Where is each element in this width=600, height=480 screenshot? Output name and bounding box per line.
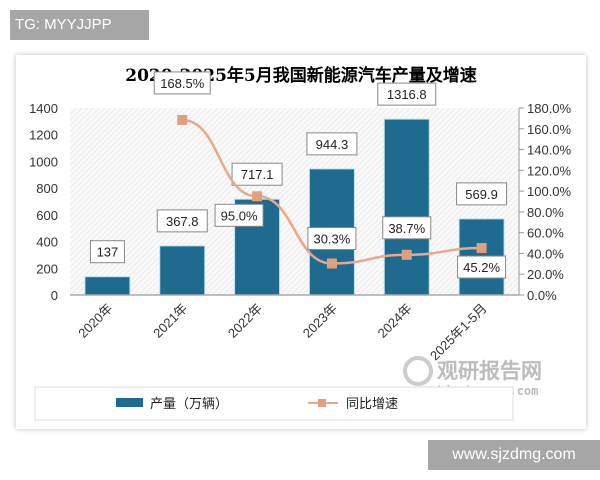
growth-value-label: 45.2% bbox=[463, 260, 500, 275]
bar-label-box bbox=[456, 182, 508, 206]
growth-value-label: 30.3% bbox=[313, 232, 350, 247]
chart-title: 2020-2025年5月我国新能源汽车产量及增速 bbox=[125, 65, 477, 86]
legend-line-label: 同比增速 bbox=[346, 397, 398, 412]
bar bbox=[159, 245, 206, 296]
bar-label-box bbox=[89, 240, 125, 264]
bar-value-label: 137 bbox=[97, 245, 119, 260]
watermark-top: TG: MYYJJPP bbox=[10, 10, 149, 40]
y-right-tick: 120.0% bbox=[527, 163, 572, 178]
y-right-tick: 160.0% bbox=[527, 122, 572, 137]
logo-cn: 观研报告网 bbox=[437, 359, 542, 383]
x-tick: 2023年 bbox=[300, 301, 340, 341]
y-left-tick: 200 bbox=[36, 261, 58, 276]
x-tick: 2021年 bbox=[150, 301, 190, 341]
line-marker bbox=[326, 258, 337, 269]
x-tick: 2025年1-5月 bbox=[427, 301, 490, 364]
growth-value-label: 38.7% bbox=[388, 221, 425, 236]
growth-label-box bbox=[382, 216, 432, 240]
bar-label-box bbox=[306, 132, 358, 156]
bar-label-box bbox=[156, 209, 208, 233]
y-right-tick: 180.0% bbox=[527, 101, 572, 116]
plot-area: 0 200 400 600 800 1000 1200 1400 0.0% 20.0% 40.0% 6… bbox=[29, 71, 572, 364]
y-left-tick: 1200 bbox=[29, 128, 58, 143]
y-right-tick: 40.0% bbox=[527, 246, 564, 261]
y-right-tick: 100.0% bbox=[527, 184, 572, 199]
y-left-tick: 1000 bbox=[29, 154, 58, 169]
growth-label-box bbox=[214, 203, 264, 227]
growth-value-label: 95.0% bbox=[221, 208, 258, 223]
y-right-tick: 140.0% bbox=[527, 143, 572, 158]
line-marker bbox=[252, 191, 263, 202]
y-left-tick: 0 bbox=[51, 288, 58, 303]
y-right-tick: 20.0% bbox=[527, 267, 564, 282]
bar bbox=[84, 276, 131, 296]
legend-bar-swatch bbox=[116, 398, 143, 407]
x-tick: 2024年 bbox=[375, 301, 415, 341]
x-tick: 2020年 bbox=[75, 301, 115, 341]
growth-label-box bbox=[153, 71, 211, 95]
bar-value-label: 1316.8 bbox=[387, 87, 427, 102]
chart-svg: 2020-2025年5月我国新能源汽车产量及增速 0 200 400 600 800 10… bbox=[29, 65, 572, 421]
y-right-tick: 0.0% bbox=[527, 288, 557, 303]
legend-bar-label: 产量（万辆） bbox=[150, 397, 228, 412]
line-marker bbox=[177, 114, 188, 125]
y-left-tick: 600 bbox=[36, 208, 58, 223]
growth-label-box bbox=[307, 227, 357, 251]
line-marker bbox=[476, 243, 487, 254]
watermark-bottom: www.sjzdmg.com bbox=[428, 440, 600, 470]
x-tick: 2022年 bbox=[225, 301, 265, 341]
bar-value-label: 367.8 bbox=[166, 214, 199, 229]
bar bbox=[383, 118, 430, 296]
bar-value-label: 569.9 bbox=[465, 187, 498, 202]
legend: 产量（万辆） 同比增速 bbox=[34, 386, 514, 421]
chart-card: 2020-2025年5月我国新能源汽车产量及增速 0 200 400 600 800 10… bbox=[16, 55, 586, 429]
y-left-tick: 800 bbox=[36, 181, 58, 196]
growth-value-label: 168.5% bbox=[160, 76, 205, 91]
bar-label-box bbox=[231, 162, 283, 186]
growth-line bbox=[182, 118, 482, 265]
y-right-tick: 60.0% bbox=[527, 226, 564, 241]
y-left-tick: 400 bbox=[36, 235, 58, 250]
bar-label-box bbox=[377, 82, 437, 106]
y-left-tick: 1400 bbox=[29, 101, 58, 116]
bar-value-label: 944.3 bbox=[316, 137, 349, 152]
bar-value-label: 717.1 bbox=[241, 167, 274, 182]
growth-label-box bbox=[457, 255, 507, 279]
y-right-tick: 80.0% bbox=[527, 205, 564, 220]
line-marker bbox=[401, 249, 412, 260]
